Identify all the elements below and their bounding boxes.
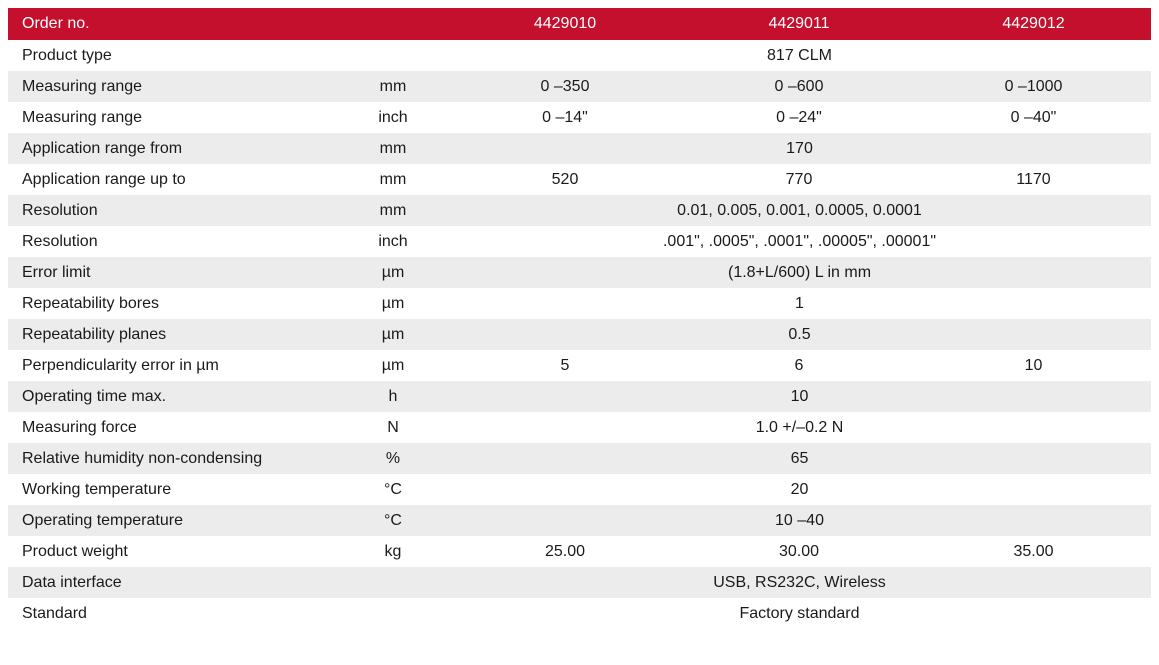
table-row: Application range up tomm5207701170	[8, 164, 1151, 195]
row-label: Error limit	[8, 257, 338, 288]
row-unit: inch	[338, 102, 448, 133]
row-label: Application range from	[8, 133, 338, 164]
row-value: 770	[682, 164, 916, 195]
row-unit: mm	[338, 71, 448, 102]
row-unit: °C	[338, 505, 448, 536]
row-value-span: Factory standard	[448, 598, 1151, 629]
header-unit	[338, 8, 448, 40]
spec-table: Order no. 4429010 4429011 4429012 Produc…	[8, 8, 1151, 629]
row-value-span: 10	[448, 381, 1151, 412]
row-unit: µm	[338, 257, 448, 288]
row-value: 0 –14"	[448, 102, 682, 133]
table-row: Error limitµm(1.8+L/600) L in mm	[8, 257, 1151, 288]
row-unit: h	[338, 381, 448, 412]
row-unit: µm	[338, 288, 448, 319]
row-value: 6	[682, 350, 916, 381]
row-label: Measuring range	[8, 102, 338, 133]
table-body: Product type817 CLMMeasuring rangemm0 –3…	[8, 40, 1151, 629]
row-value: 10	[916, 350, 1151, 381]
row-value: 30.00	[682, 536, 916, 567]
row-unit: kg	[338, 536, 448, 567]
row-value-span: 817 CLM	[448, 40, 1151, 71]
table-row: Perpendicularity error in µmµm5610	[8, 350, 1151, 381]
table-header-row: Order no. 4429010 4429011 4429012	[8, 8, 1151, 40]
row-label: Standard	[8, 598, 338, 629]
row-value-span: 1.0 +/–0.2 N	[448, 412, 1151, 443]
row-label: Application range up to	[8, 164, 338, 195]
row-value: 520	[448, 164, 682, 195]
table-row: Relative humidity non-condensing%65	[8, 443, 1151, 474]
row-label: Measuring range	[8, 71, 338, 102]
table-row: Measuring rangemm0 –3500 –6000 –1000	[8, 71, 1151, 102]
table-row: Repeatability planesµm0.5	[8, 319, 1151, 350]
row-value-span: 170	[448, 133, 1151, 164]
table-row: Operating time max.h10	[8, 381, 1151, 412]
row-value: 0 –350	[448, 71, 682, 102]
row-value: 5	[448, 350, 682, 381]
row-unit: %	[338, 443, 448, 474]
row-value-span: 0.01, 0.005, 0.001, 0.0005, 0.0001	[448, 195, 1151, 226]
row-unit	[338, 40, 448, 71]
row-unit: inch	[338, 226, 448, 257]
row-unit: N	[338, 412, 448, 443]
row-value-span: 20	[448, 474, 1151, 505]
row-value: 0 –40"	[916, 102, 1151, 133]
row-unit: °C	[338, 474, 448, 505]
row-value: 35.00	[916, 536, 1151, 567]
row-value-span: (1.8+L/600) L in mm	[448, 257, 1151, 288]
table-row: Repeatability boresµm1	[8, 288, 1151, 319]
table-row: Working temperature°C20	[8, 474, 1151, 505]
header-label: Order no.	[8, 8, 338, 40]
table-row: Resolutionmm0.01, 0.005, 0.001, 0.0005, …	[8, 195, 1151, 226]
row-unit: µm	[338, 319, 448, 350]
row-value-span: 0.5	[448, 319, 1151, 350]
table-row: Product type 817 CLM	[8, 40, 1151, 71]
row-label: Repeatability bores	[8, 288, 338, 319]
header-col-2: 4429011	[682, 8, 916, 40]
row-label: Operating temperature	[8, 505, 338, 536]
row-value: 1170	[916, 164, 1151, 195]
row-unit: mm	[338, 164, 448, 195]
row-label: Repeatability planes	[8, 319, 338, 350]
row-unit	[338, 598, 448, 629]
table-row: Standard Factory standard	[8, 598, 1151, 629]
row-value: 0 –600	[682, 71, 916, 102]
header-col-3: 4429012	[916, 8, 1151, 40]
row-value: 0 –1000	[916, 71, 1151, 102]
row-label: Operating time max.	[8, 381, 338, 412]
row-label: Working temperature	[8, 474, 338, 505]
row-label: Product weight	[8, 536, 338, 567]
row-unit: mm	[338, 133, 448, 164]
row-value-span: 10 –40	[448, 505, 1151, 536]
row-value: 25.00	[448, 536, 682, 567]
row-label: Measuring force	[8, 412, 338, 443]
table-row: Resolutioninch.001", .0005", .0001", .00…	[8, 226, 1151, 257]
row-value-span: 65	[448, 443, 1151, 474]
row-label: Resolution	[8, 195, 338, 226]
row-unit: mm	[338, 195, 448, 226]
row-value: 0 –24"	[682, 102, 916, 133]
row-label: Product type	[8, 40, 338, 71]
row-unit	[338, 567, 448, 598]
row-label: Resolution	[8, 226, 338, 257]
row-label: Data interface	[8, 567, 338, 598]
table-row: Measuring forceN1.0 +/–0.2 N	[8, 412, 1151, 443]
row-label: Relative humidity non-condensing	[8, 443, 338, 474]
table-row: Operating temperature°C10 –40	[8, 505, 1151, 536]
table-row: Application range frommm170	[8, 133, 1151, 164]
row-value-span: 1	[448, 288, 1151, 319]
row-label: Perpendicularity error in µm	[8, 350, 338, 381]
row-unit: µm	[338, 350, 448, 381]
table-row: Measuring rangeinch0 –14"0 –24"0 –40"	[8, 102, 1151, 133]
row-value-span: USB, RS232C, Wireless	[448, 567, 1151, 598]
row-value-span: .001", .0005", .0001", .00005", .00001"	[448, 226, 1151, 257]
header-col-1: 4429010	[448, 8, 682, 40]
table-row: Product weightkg25.0030.0035.00	[8, 536, 1151, 567]
table-row: Data interface USB, RS232C, Wireless	[8, 567, 1151, 598]
